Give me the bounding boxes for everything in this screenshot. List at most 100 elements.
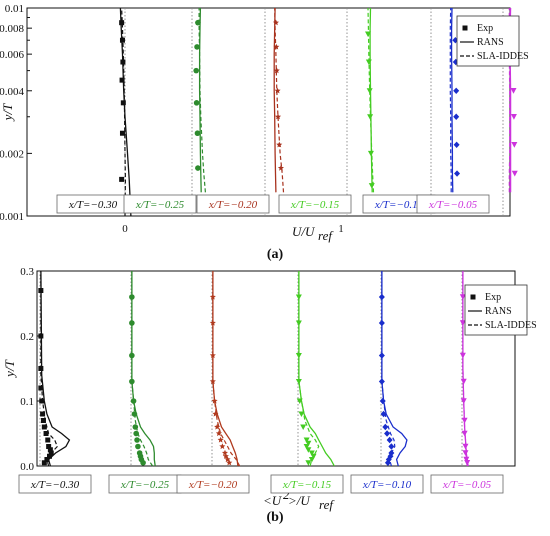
exp-marker <box>378 352 385 359</box>
panel-b-ytick-label: 0.3 <box>20 266 34 278</box>
panel-b-station-label-text: x/T=−0.20 <box>188 479 238 491</box>
panel-b-xlabel-rest: >/U <box>288 493 311 508</box>
exp-marker <box>194 130 201 137</box>
rans-curve <box>198 7 202 193</box>
exp-marker <box>510 87 517 94</box>
exp-marker <box>463 456 470 463</box>
panel-b-station-label-text: x/T=−0.15 <box>282 479 332 491</box>
panel-b-legend-rans-label: RANS <box>485 306 512 317</box>
rans-curve <box>298 271 335 467</box>
exp-marker <box>40 411 46 417</box>
rans-curve <box>40 270 71 467</box>
rans-curve <box>273 7 277 193</box>
exp-marker <box>194 44 200 50</box>
exp-marker <box>276 141 283 148</box>
sla-iddes-curve <box>449 7 452 193</box>
exp-marker <box>464 459 471 466</box>
exp-marker <box>453 87 460 94</box>
panel-a-station-label-box <box>416 194 490 214</box>
panel-a-legend-box <box>456 15 520 67</box>
exp-marker <box>119 130 125 136</box>
panel-b-ylabel: y/T <box>2 359 17 378</box>
exp-marker <box>209 293 216 300</box>
panel-a-legend-exp-marker <box>462 25 468 31</box>
panel-a-station-label-box <box>278 194 352 214</box>
exp-marker <box>295 294 302 300</box>
panel-b-frame <box>36 270 516 467</box>
panel-b-station-label-text: x/T=−0.05 <box>442 479 492 491</box>
exp-marker <box>226 459 233 466</box>
exp-marker <box>378 293 385 301</box>
exp-marker <box>305 460 312 466</box>
exp-marker <box>134 437 140 443</box>
panel-a: 0.001 0.002 0.004 0.006 0.008 0.01 y/T 0 1 U/U ref… <box>0 3 529 262</box>
exp-marker <box>382 423 389 431</box>
panel-b-station-label-box <box>18 474 92 494</box>
exp-marker <box>379 397 386 405</box>
panel-b-ytick-label: 0.1 <box>20 396 34 408</box>
exp-marker <box>462 443 469 450</box>
exp-marker <box>119 77 125 83</box>
exp-marker <box>459 352 466 359</box>
exp-marker <box>378 319 385 327</box>
exp-marker <box>38 385 44 391</box>
exp-marker <box>120 100 126 106</box>
panel-a-station-label-text: x/T=−0.15 <box>290 199 340 211</box>
exp-marker <box>46 444 52 449</box>
exp-marker <box>298 411 305 417</box>
exp-marker <box>119 176 125 182</box>
rans-curve <box>381 271 408 467</box>
exp-marker <box>47 447 53 453</box>
panel-b-xlabel-sup: 2 <box>283 487 290 502</box>
exp-marker <box>38 333 44 339</box>
panel-b-caption: (b) <box>266 510 283 525</box>
exp-marker <box>41 460 47 466</box>
exp-marker <box>209 378 216 385</box>
exp-marker <box>212 410 219 417</box>
exp-marker <box>510 113 517 120</box>
exp-marker <box>365 31 371 37</box>
panel-a-ylabel: y/T <box>0 103 15 122</box>
exp-marker <box>453 141 460 148</box>
sla-iddes-curve <box>198 8 206 193</box>
panel-a-ytick-label: 0.004 <box>0 86 25 98</box>
exp-marker <box>47 453 53 459</box>
exp-marker <box>209 352 216 359</box>
panel-a-legend-sla-label: SLA-IDDES <box>477 51 529 62</box>
exp-marker <box>459 294 466 300</box>
exp-marker <box>129 352 135 359</box>
panel-b-station-label-box <box>350 474 424 494</box>
panel-a-station-label-text: x/T=−0.20 <box>208 199 258 211</box>
exp-marker <box>131 411 138 417</box>
exp-marker <box>461 430 468 437</box>
exp-marker <box>44 457 50 462</box>
exp-marker <box>452 37 459 44</box>
exp-marker <box>195 165 201 171</box>
panel-b: 0.0 0.1 0.2 0.3 y/T <U 2>/U ref (b) x/T=−0.30 x/T=… <box>2 266 537 525</box>
exp-marker <box>130 398 137 404</box>
exp-marker <box>45 437 51 443</box>
panel-b-legend-sla-label: SLA-IDDES <box>485 320 537 331</box>
exp-marker <box>460 378 467 385</box>
exp-marker <box>274 87 281 94</box>
exp-marker <box>378 378 385 385</box>
exp-marker <box>193 67 199 74</box>
exp-marker <box>303 437 310 443</box>
panel-b-station-label-text: x/T=−0.10 <box>362 479 412 491</box>
exp-marker <box>224 456 231 463</box>
exp-marker <box>38 366 44 371</box>
exp-marker <box>129 378 135 385</box>
exp-marker <box>119 37 125 43</box>
panel-a-ytick-label: 0.01 <box>5 3 24 15</box>
panel-b-station-label-box <box>176 474 250 494</box>
exp-marker <box>368 183 375 189</box>
panel-a-station-label-text: x/T=−0.30 <box>68 199 118 211</box>
exp-marker <box>39 398 45 404</box>
exp-marker <box>272 19 279 26</box>
panel-b-station-label-box <box>430 474 504 494</box>
exp-marker <box>209 319 216 326</box>
exp-marker <box>219 443 226 450</box>
panel-b-station-label-box <box>270 474 344 494</box>
sla-iddes-curve <box>381 271 396 467</box>
